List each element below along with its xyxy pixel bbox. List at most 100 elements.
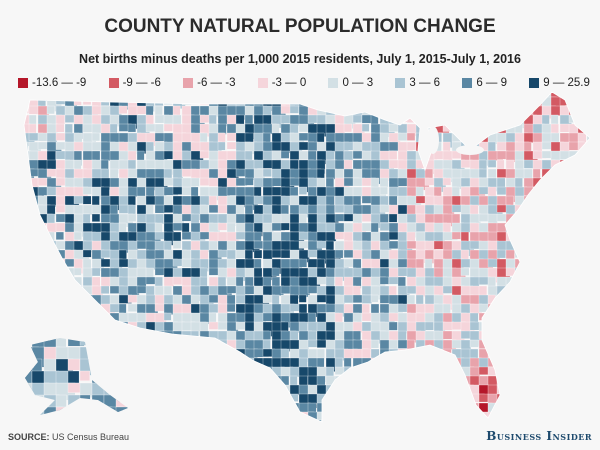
county-cell — [433, 393, 444, 407]
county-cell — [208, 294, 220, 303]
county-cell — [541, 258, 551, 275]
county-cell — [199, 159, 211, 169]
alaska-counties — [25, 338, 128, 415]
county-cell — [415, 348, 428, 363]
county-cell — [469, 321, 481, 331]
county-cell — [424, 420, 437, 422]
county-cell — [487, 420, 501, 422]
county-cell — [523, 402, 539, 413]
county-cell — [25, 406, 39, 415]
county-cell — [568, 348, 584, 359]
county-cell — [163, 411, 174, 422]
county-cell — [397, 96, 409, 105]
county-cell — [163, 276, 175, 287]
county-cell — [469, 96, 483, 106]
county-cell — [397, 402, 406, 416]
county-cell — [433, 357, 447, 368]
county-cell — [181, 303, 193, 314]
county-cell — [316, 420, 329, 422]
county-cell — [325, 420, 339, 422]
county-cell — [127, 213, 137, 222]
county-cell — [523, 303, 539, 313]
county-cell — [370, 411, 385, 422]
county-cell — [82, 411, 91, 422]
county-cell — [100, 330, 113, 341]
county-cell — [586, 141, 590, 151]
county-cell — [91, 303, 101, 313]
county-cell — [91, 348, 100, 360]
county-cell — [316, 92, 332, 102]
county-cell — [145, 357, 154, 367]
county-cell — [577, 195, 590, 209]
county-cell — [28, 420, 37, 422]
county-cell — [115, 346, 128, 359]
county-cell — [280, 402, 291, 414]
county-cell — [226, 357, 236, 370]
county-cell — [91, 177, 102, 188]
county-cell — [28, 321, 43, 334]
county-cell — [115, 406, 128, 415]
legend-item: -3 — 0 — [257, 77, 306, 89]
map-subtitle: Net births minus deaths per 1,000 2015 r… — [79, 52, 521, 66]
county-cell — [244, 393, 256, 403]
county-cell — [100, 420, 109, 422]
county-cell — [505, 285, 515, 299]
county-cell — [568, 258, 582, 274]
county-cell — [568, 177, 582, 187]
county-cell — [100, 366, 115, 379]
county-cell — [163, 204, 174, 213]
county-cell — [379, 366, 392, 378]
county-cell — [532, 213, 548, 226]
county-cell — [154, 132, 166, 142]
county-cell — [577, 285, 588, 295]
county-cell — [28, 393, 41, 408]
county-cell — [127, 159, 137, 170]
county-cell — [577, 267, 590, 278]
county-cell — [442, 150, 453, 162]
county-cell — [433, 294, 444, 305]
county-cell — [352, 96, 364, 108]
county-cell — [115, 358, 126, 372]
county-cell — [388, 105, 398, 117]
county-cell — [91, 330, 101, 343]
county-cell — [136, 357, 150, 371]
county-cell — [523, 240, 534, 252]
county-cell — [244, 303, 256, 315]
county-cell — [379, 393, 389, 409]
county-cell — [523, 420, 538, 422]
county-cell — [289, 92, 303, 97]
county-cell — [172, 420, 181, 422]
county-cell — [550, 177, 562, 191]
county-cell — [64, 312, 79, 322]
county-cell — [550, 393, 562, 407]
legend-swatch — [462, 78, 473, 88]
county-cell — [586, 294, 590, 304]
county-cell — [37, 294, 51, 303]
county-cell — [406, 402, 421, 415]
county-cell — [532, 303, 544, 319]
county-cell — [190, 96, 201, 105]
county-cell — [199, 348, 208, 364]
county-cell — [28, 402, 37, 412]
county-cell — [442, 141, 451, 153]
county-cell — [73, 411, 88, 420]
county-cell — [226, 402, 242, 411]
county-cell — [496, 393, 512, 403]
county-cell — [532, 321, 547, 337]
county-cell — [136, 213, 147, 223]
county-cell — [586, 321, 590, 332]
county-cell — [451, 384, 461, 397]
county-cell — [55, 123, 65, 133]
county-cell — [415, 92, 424, 102]
county-cell — [280, 393, 291, 409]
county-cell — [262, 402, 279, 414]
county-cell — [343, 92, 358, 100]
county-cell — [28, 276, 41, 285]
county-cell — [73, 285, 83, 301]
county-cell — [388, 96, 404, 105]
county-cell — [550, 357, 565, 366]
county-cell — [244, 114, 254, 125]
county-cell — [424, 92, 439, 100]
county-cell — [91, 267, 101, 277]
county-cell — [325, 150, 335, 161]
